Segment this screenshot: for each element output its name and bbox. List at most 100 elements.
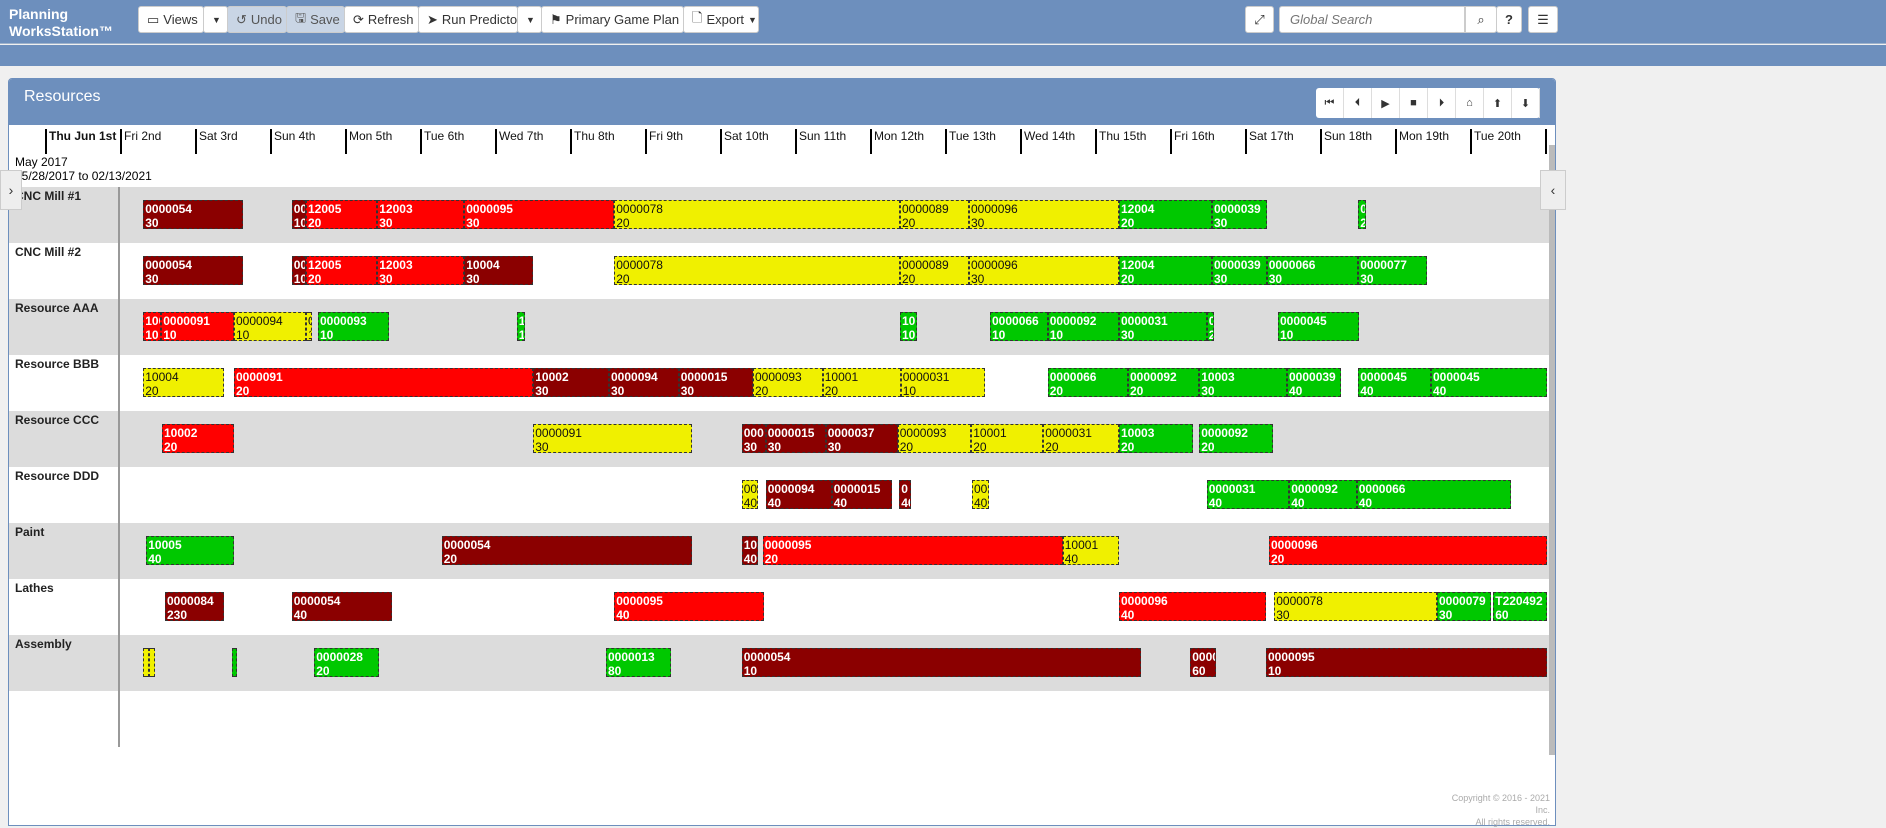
job-bar[interactable]: 0000015 40 bbox=[831, 480, 892, 509]
job-bar[interactable]: 0000054 10 bbox=[741, 648, 1141, 677]
app-logo[interactable]: Planning WorksStation™ bbox=[9, 6, 113, 39]
job-bar[interactable]: 0000031 30 bbox=[1119, 312, 1207, 341]
job-bar[interactable]: 0000093 20 bbox=[753, 368, 823, 397]
stop-button[interactable]: ■ bbox=[1400, 88, 1428, 118]
job-bar[interactable]: 0000095 30 bbox=[464, 200, 615, 229]
job-bar[interactable]: 0000089 20 bbox=[900, 256, 969, 285]
job-bar[interactable]: 0000015 30 bbox=[765, 424, 826, 453]
undo-button[interactable]: ↺ Undo bbox=[227, 6, 287, 33]
job-bar[interactable]: 10002 20 bbox=[162, 424, 234, 453]
job-bar[interactable]: 040 bbox=[899, 480, 912, 509]
job-bar[interactable]: 0000092 20 bbox=[1128, 368, 1200, 397]
views-button[interactable]: ▭ Views bbox=[138, 6, 204, 33]
job-bar[interactable]: 12003 30 bbox=[377, 200, 465, 229]
job-bar[interactable]: 0000096 40 bbox=[1119, 592, 1266, 621]
job-bar[interactable]: 0000092 10 bbox=[1047, 312, 1119, 341]
export-dropdown[interactable]: 🗋 Export ▼ bbox=[683, 6, 759, 33]
previous-button[interactable]: ⏴ bbox=[1344, 88, 1372, 118]
play-button[interactable]: ▶ bbox=[1372, 88, 1400, 118]
job-bar[interactable]: 0000066 30 bbox=[1266, 256, 1359, 285]
job-bar[interactable]: 0000093 20 bbox=[897, 424, 972, 453]
save-button[interactable]: 🖫 Save bbox=[286, 6, 345, 33]
job-bar[interactable]: 02 bbox=[1206, 312, 1215, 341]
vertical-scrollbar[interactable] bbox=[1549, 145, 1555, 755]
job-bar[interactable]: 0000096 30 bbox=[969, 256, 1119, 285]
job-bar[interactable]: 0000037 30 bbox=[825, 424, 898, 453]
job-bar[interactable]: 0000066 20 bbox=[1047, 368, 1128, 397]
home-button[interactable]: ⌂ bbox=[1456, 88, 1484, 118]
job-bar[interactable]: 00 10 bbox=[291, 200, 306, 229]
job-bar[interactable]: 0000054 40 bbox=[291, 592, 393, 621]
job-bar[interactable]: 0000077 30 bbox=[1358, 256, 1428, 285]
job-bar[interactable]: 0000045 40 bbox=[1358, 368, 1431, 397]
expand-left-button[interactable]: › bbox=[0, 170, 22, 210]
job-bar[interactable]: 0000045 40 bbox=[1431, 368, 1548, 397]
job-bar[interactable]: 0000092 20 bbox=[1199, 424, 1273, 453]
job-bar[interactable]: 10 40 bbox=[741, 536, 759, 565]
job-bar[interactable]: 0000078 30 bbox=[1274, 592, 1437, 621]
job-bar[interactable]: 0000054 30 bbox=[143, 256, 243, 285]
job-bar[interactable]: 12004 20 bbox=[1119, 256, 1212, 285]
job-bar[interactable]: 0000031 10 bbox=[900, 368, 985, 397]
fullscreen-button[interactable]: ⤢ bbox=[1245, 6, 1274, 33]
views-dropdown[interactable]: ▼ bbox=[203, 6, 228, 33]
job-bar[interactable]: 12003 30 bbox=[377, 256, 465, 285]
job-bar[interactable]: 0000094 30 bbox=[609, 368, 679, 397]
job-bar[interactable]: 12005 20 bbox=[306, 256, 378, 285]
next-button[interactable]: ⏵ bbox=[1428, 88, 1456, 118]
job-bar[interactable]: 0000094 40 bbox=[765, 480, 832, 509]
first-button[interactable]: ⏮ bbox=[1316, 88, 1344, 118]
job-bar[interactable]: 10004 30 bbox=[464, 256, 534, 285]
run-predictor-button[interactable]: ➤ Run Predictor bbox=[418, 6, 521, 33]
menu-button[interactable]: ☰ bbox=[1528, 6, 1558, 33]
help-button[interactable]: ? bbox=[1496, 6, 1522, 33]
job-bar[interactable]: 0000095 40 bbox=[614, 592, 765, 621]
job-bar[interactable]: 10001 20 bbox=[971, 424, 1044, 453]
up-button[interactable]: ⬆ bbox=[1484, 88, 1512, 118]
job-bar[interactable]: 0000031 20 bbox=[1043, 424, 1119, 453]
job-bar[interactable]: 0000093 10 bbox=[318, 312, 390, 341]
job-bar[interactable]: 10001 40 bbox=[1062, 536, 1119, 565]
search-button[interactable]: ⌕ bbox=[1465, 6, 1497, 33]
job-bar[interactable]: 0000084 230 bbox=[165, 592, 225, 621]
job-bar[interactable]: T220492 60 bbox=[1493, 592, 1548, 621]
job-bar[interactable]: 0000066 40 bbox=[1356, 480, 1512, 509]
job-bar[interactable] bbox=[231, 648, 237, 677]
job-bar[interactable]: 00 40 bbox=[741, 480, 759, 509]
game-plan-dropdown[interactable]: ⚑Primary Game Plan▼ bbox=[541, 6, 692, 33]
job-bar[interactable]: 0000092 40 bbox=[1289, 480, 1357, 509]
job-bar[interactable]: 0000096 20 bbox=[1269, 536, 1548, 565]
job-bar[interactable]: 0000031 40 bbox=[1206, 480, 1290, 509]
job-bar[interactable]: 12004 20 bbox=[1119, 200, 1212, 229]
job-bar[interactable]: 0000091 10 bbox=[161, 312, 234, 341]
job-bar[interactable]: 0000096 30 bbox=[969, 200, 1119, 229]
job-bar[interactable]: 0000015 30 bbox=[678, 368, 753, 397]
job-bar[interactable]: 10010 bbox=[143, 312, 162, 341]
job-bar[interactable]: 00 10 bbox=[291, 256, 306, 285]
job-bar[interactable]: 0000054 20 bbox=[441, 536, 693, 565]
job-bar[interactable]: 01 bbox=[306, 312, 312, 341]
job-bar[interactable]: 12005 20 bbox=[306, 200, 378, 229]
job-bar[interactable]: 10002 30 bbox=[533, 368, 609, 397]
job-bar[interactable]: 10001 20 bbox=[822, 368, 901, 397]
job-bar[interactable]: 0000039 30 bbox=[1212, 256, 1267, 285]
job-bar[interactable] bbox=[149, 648, 156, 677]
job-bar[interactable] bbox=[143, 648, 150, 677]
job-bar[interactable]: 0000039 40 bbox=[1287, 368, 1341, 397]
run-predictor-dropdown[interactable]: ▼ bbox=[517, 6, 542, 33]
job-bar[interactable]: 10003 30 bbox=[1199, 368, 1287, 397]
collapse-right-button[interactable]: ‹ bbox=[1540, 170, 1566, 210]
job-bar[interactable]: 0000039 30 bbox=[1212, 200, 1267, 229]
job-bar[interactable]: 02 bbox=[1358, 200, 1366, 229]
job-bar[interactable]: 0000079 30 bbox=[1437, 592, 1491, 621]
job-bar[interactable]: 0000078 20 bbox=[614, 200, 900, 229]
job-bar[interactable]: 0000095 20 bbox=[762, 536, 1063, 565]
job-bar[interactable]: 00 40 bbox=[972, 480, 990, 509]
down-button[interactable]: ⬇ bbox=[1512, 88, 1540, 118]
job-bar[interactable]: 0000045 10 bbox=[1278, 312, 1359, 341]
job-bar[interactable]: 0000066 10 bbox=[990, 312, 1048, 341]
refresh-button[interactable]: ⟳ Refresh bbox=[344, 6, 419, 33]
job-bar[interactable]: 0000089 20 bbox=[900, 200, 969, 229]
